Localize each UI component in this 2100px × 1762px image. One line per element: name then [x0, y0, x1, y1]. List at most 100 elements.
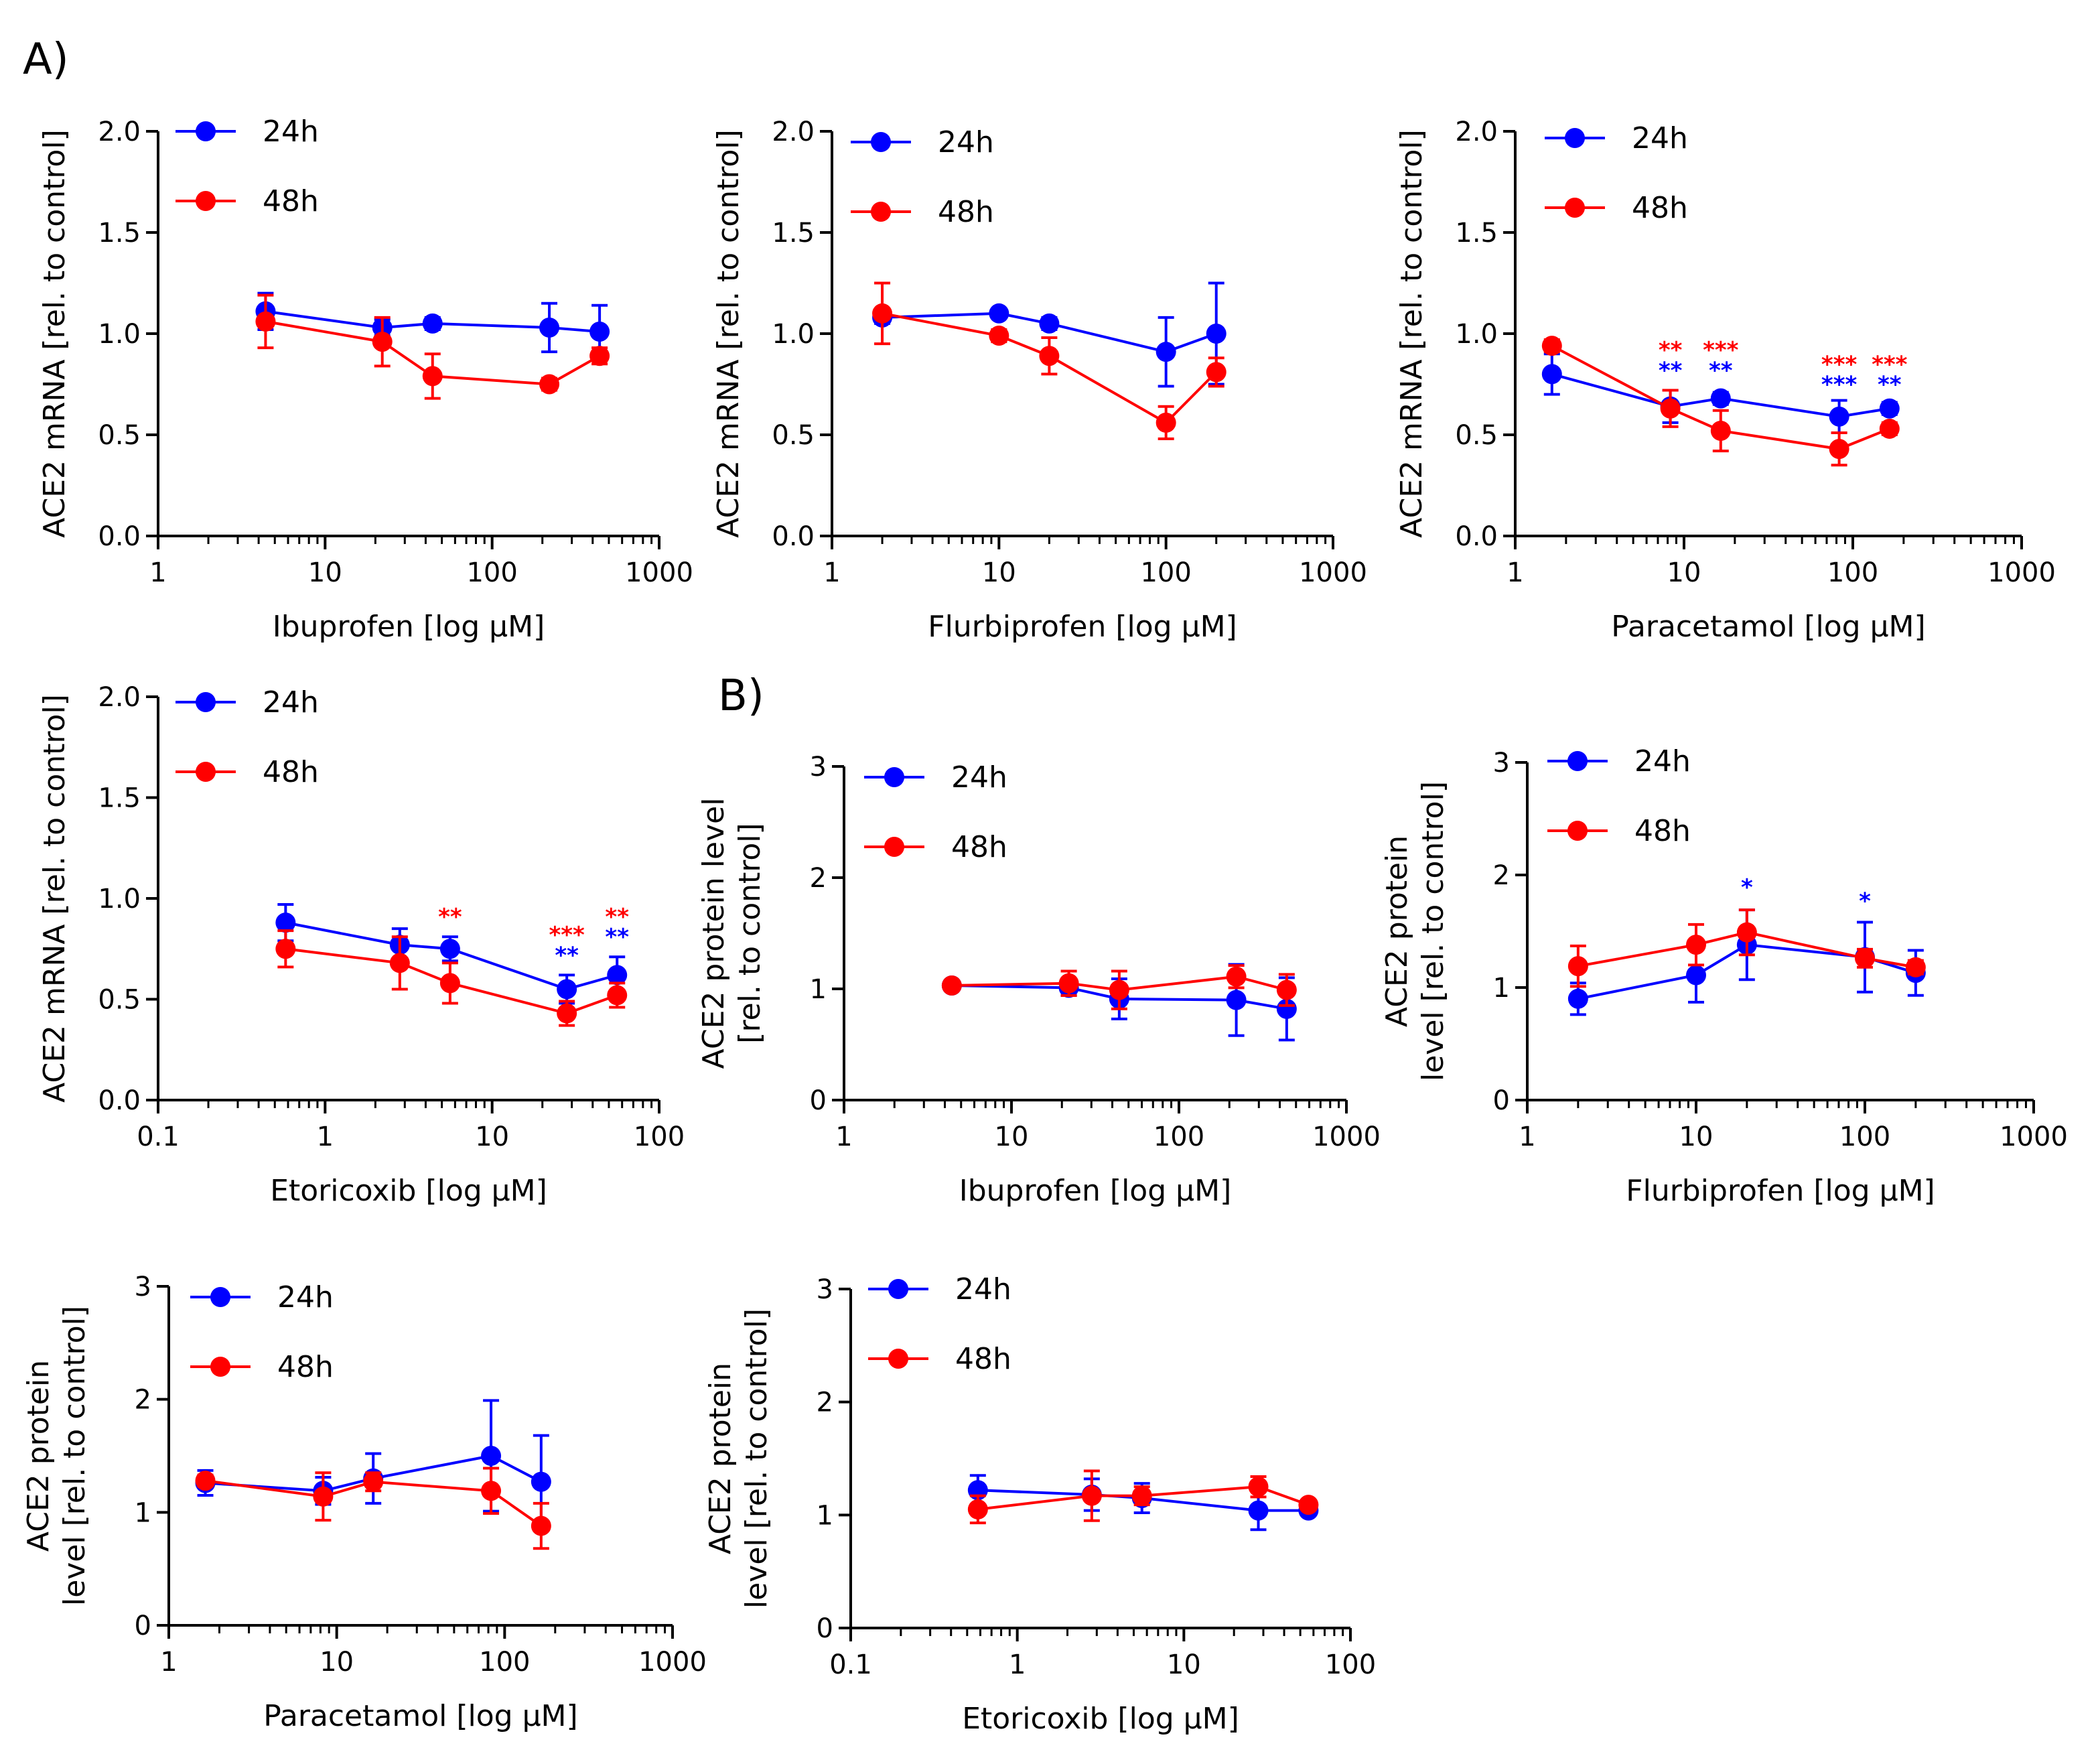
data-point-24h — [1039, 313, 1060, 334]
x-tick-label: 1000 — [625, 557, 693, 588]
y-axis-label-line-1: ACE2 protein — [21, 1360, 56, 1552]
legend-label-48h: 48h — [263, 755, 319, 789]
x-axis-label: Etoricoxib [log µM] — [962, 1702, 1239, 1736]
y-tick-label: 2.0 — [98, 117, 141, 147]
y-tick-label: 0.0 — [98, 521, 141, 552]
significance-label: *** — [1703, 337, 1739, 364]
legend-label-48h: 48h — [277, 1350, 334, 1384]
legend-marker-24h — [210, 1287, 230, 1307]
x-tick-label: 1000 — [1299, 557, 1367, 588]
significance-label: ** — [1878, 372, 1902, 399]
legend-label-48h: 48h — [938, 195, 994, 229]
data-point-48h — [1541, 336, 1562, 356]
y-tick-label: 2 — [817, 1387, 833, 1418]
y-axis-label-line-2: level [rel. to control] — [58, 1306, 92, 1606]
x-tick-label: 100 — [479, 1647, 530, 1678]
data-point-24h — [1829, 406, 1849, 427]
x-tick-label: 100 — [1827, 557, 1878, 588]
data-point-48h — [389, 953, 410, 973]
legend-label-24h: 24h — [263, 115, 319, 149]
data-point-48h — [1039, 346, 1060, 366]
chart-1: 0.0 0.5 1.0 1.5 2.0 1 10 100 1000 Ibuprofen [log … — [38, 115, 693, 644]
series-48h — [1541, 336, 1900, 467]
series-48h — [967, 1469, 1319, 1525]
data-point-48h — [422, 366, 443, 387]
significance-label: ** — [1659, 357, 1683, 384]
data-point-48h — [1206, 362, 1227, 383]
chart-2: 0.0 0.5 1.0 1.5 2.0 1 10 100 1000 Flurbiprofen [l… — [711, 117, 1367, 644]
y-tick-label: 1 — [135, 1497, 151, 1528]
significance-label: *** — [1872, 351, 1908, 378]
significance-label: * — [1859, 888, 1871, 914]
x-tick-label: 10 — [1167, 1649, 1201, 1680]
x-axis-label: Etoricoxib [log µM] — [270, 1174, 547, 1208]
legend-marker-48h — [884, 837, 904, 857]
legend-marker-24h — [884, 767, 904, 787]
x-axis-label: Paracetamol [log µM] — [263, 1699, 577, 1733]
data-point-48h — [1567, 956, 1588, 977]
legend-label-48h: 48h — [1634, 814, 1691, 848]
y-tick-label: 3 — [1493, 748, 1510, 778]
data-point-24h — [1686, 965, 1706, 986]
data-point-48h — [1829, 439, 1849, 460]
legend-label-24h: 24h — [277, 1280, 334, 1314]
y-axis-label-line-1: ACE2 protein — [703, 1363, 738, 1554]
data-point-48h — [1276, 979, 1297, 1000]
y-tick-label: 0.0 — [98, 1085, 141, 1116]
x-tick-label: 1 — [823, 557, 840, 588]
y-tick-label: 1.5 — [98, 218, 141, 249]
y-axis-label-line-1: ACE2 protein level — [697, 798, 731, 1069]
data-point-48h — [589, 346, 610, 366]
data-point-48h — [1109, 979, 1129, 1000]
data-point-24h — [1248, 1500, 1269, 1521]
y-tick-label: 0.5 — [98, 420, 141, 451]
y-tick-label: 2 — [135, 1385, 151, 1416]
significance-label: *** — [1821, 372, 1858, 399]
data-point-48h — [1686, 935, 1706, 955]
data-point-24h — [481, 1446, 502, 1466]
data-point-24h — [589, 321, 610, 342]
y-axis-label-line-2: level [rel. to control] — [1416, 781, 1450, 1081]
significance-label: *** — [549, 922, 585, 949]
data-point-24h — [1206, 324, 1227, 344]
y-tick-label: 1 — [810, 974, 827, 1005]
x-tick-label: 1000 — [638, 1647, 707, 1678]
x-tick-label: 1 — [835, 1122, 852, 1152]
data-point-24h — [1541, 364, 1562, 385]
data-point-24h — [1567, 988, 1588, 1009]
legend-label-48h: 48h — [1632, 191, 1688, 225]
data-point-48h — [1058, 973, 1079, 994]
x-tick-label: 1 — [1009, 1649, 1026, 1680]
data-point-48h — [363, 1471, 384, 1492]
x-tick-label: 0.1 — [829, 1649, 872, 1680]
data-point-48h — [1855, 948, 1875, 969]
data-point-48h — [1736, 922, 1757, 943]
y-tick-label: 1.0 — [1455, 319, 1498, 350]
chart-3: 0.0 0.5 1.0 1.5 2.0 1 10 100 1000 Paracetamol [lo… — [1395, 117, 2056, 644]
data-point-48h — [195, 1471, 216, 1491]
y-axis-label-line-2: [rel. to control] — [733, 823, 767, 1043]
data-point-48h — [557, 1003, 577, 1024]
data-point-48h — [1879, 418, 1900, 439]
y-tick-label: 0.0 — [772, 521, 815, 552]
significance-label: *** — [1821, 351, 1858, 378]
series-24h — [255, 291, 610, 360]
legend-marker-24h — [1567, 751, 1588, 771]
data-point-24h — [989, 303, 1009, 324]
legend-label-24h: 24h — [951, 760, 1007, 795]
legend-marker-24h — [196, 692, 216, 712]
y-tick-label: 0.5 — [98, 985, 141, 1016]
chart-4: 0.0 0.5 1.0 1.5 2.0 0.1 1 10 100 Etoricoxib [log … — [38, 682, 685, 1208]
x-tick-label: 10 — [995, 1122, 1029, 1152]
y-tick-label: 1.0 — [98, 319, 141, 350]
data-point-48h — [539, 374, 560, 395]
data-point-48h — [1248, 1477, 1269, 1497]
y-tick-label: 1.0 — [98, 884, 141, 914]
legend-marker-24h — [196, 121, 216, 141]
data-point-48h — [439, 973, 460, 994]
y-tick-label: 2 — [1493, 860, 1510, 891]
data-point-48h — [481, 1481, 502, 1501]
